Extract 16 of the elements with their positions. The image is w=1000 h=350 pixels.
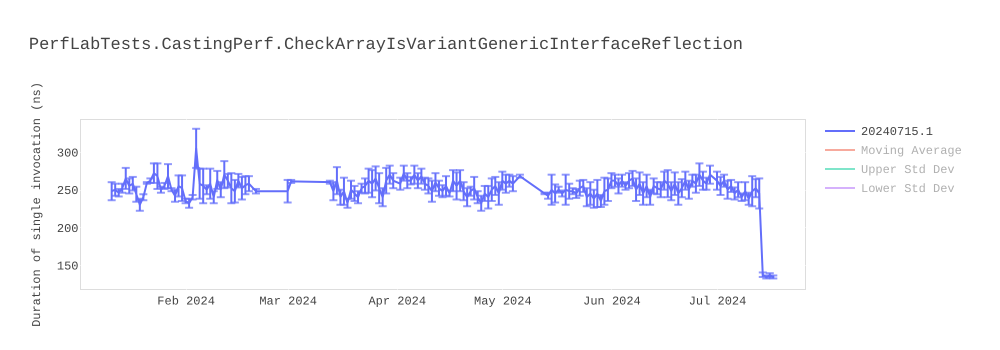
x-tick-label: Mar 2024 bbox=[259, 294, 317, 308]
legend-label: 20240715.1 bbox=[861, 125, 934, 139]
x-tick-label: Jun 2024 bbox=[583, 294, 641, 308]
legend-label: Upper Std Dev bbox=[861, 163, 955, 177]
legend-label: Moving Average bbox=[861, 144, 962, 158]
y-tick-label: 250 bbox=[56, 184, 78, 198]
x-tick-label: May 2024 bbox=[474, 294, 532, 308]
x-tick-label: Apr 2024 bbox=[368, 294, 426, 308]
x-tick-label: Feb 2024 bbox=[157, 294, 215, 308]
y-tick-label: 300 bbox=[56, 146, 78, 161]
y-axis-title: Duration of single invocation (ns) bbox=[30, 82, 44, 327]
x-tick-label: Jul 2024 bbox=[688, 294, 746, 308]
chart-title: PerfLabTests.CastingPerf.CheckArrayIsVariantGenericInterfaceReflection bbox=[28, 36, 744, 56]
y-tick-label: 150 bbox=[56, 259, 78, 274]
legend-label: Lower Std Dev bbox=[861, 182, 955, 196]
y-tick-label: 200 bbox=[56, 222, 78, 236]
